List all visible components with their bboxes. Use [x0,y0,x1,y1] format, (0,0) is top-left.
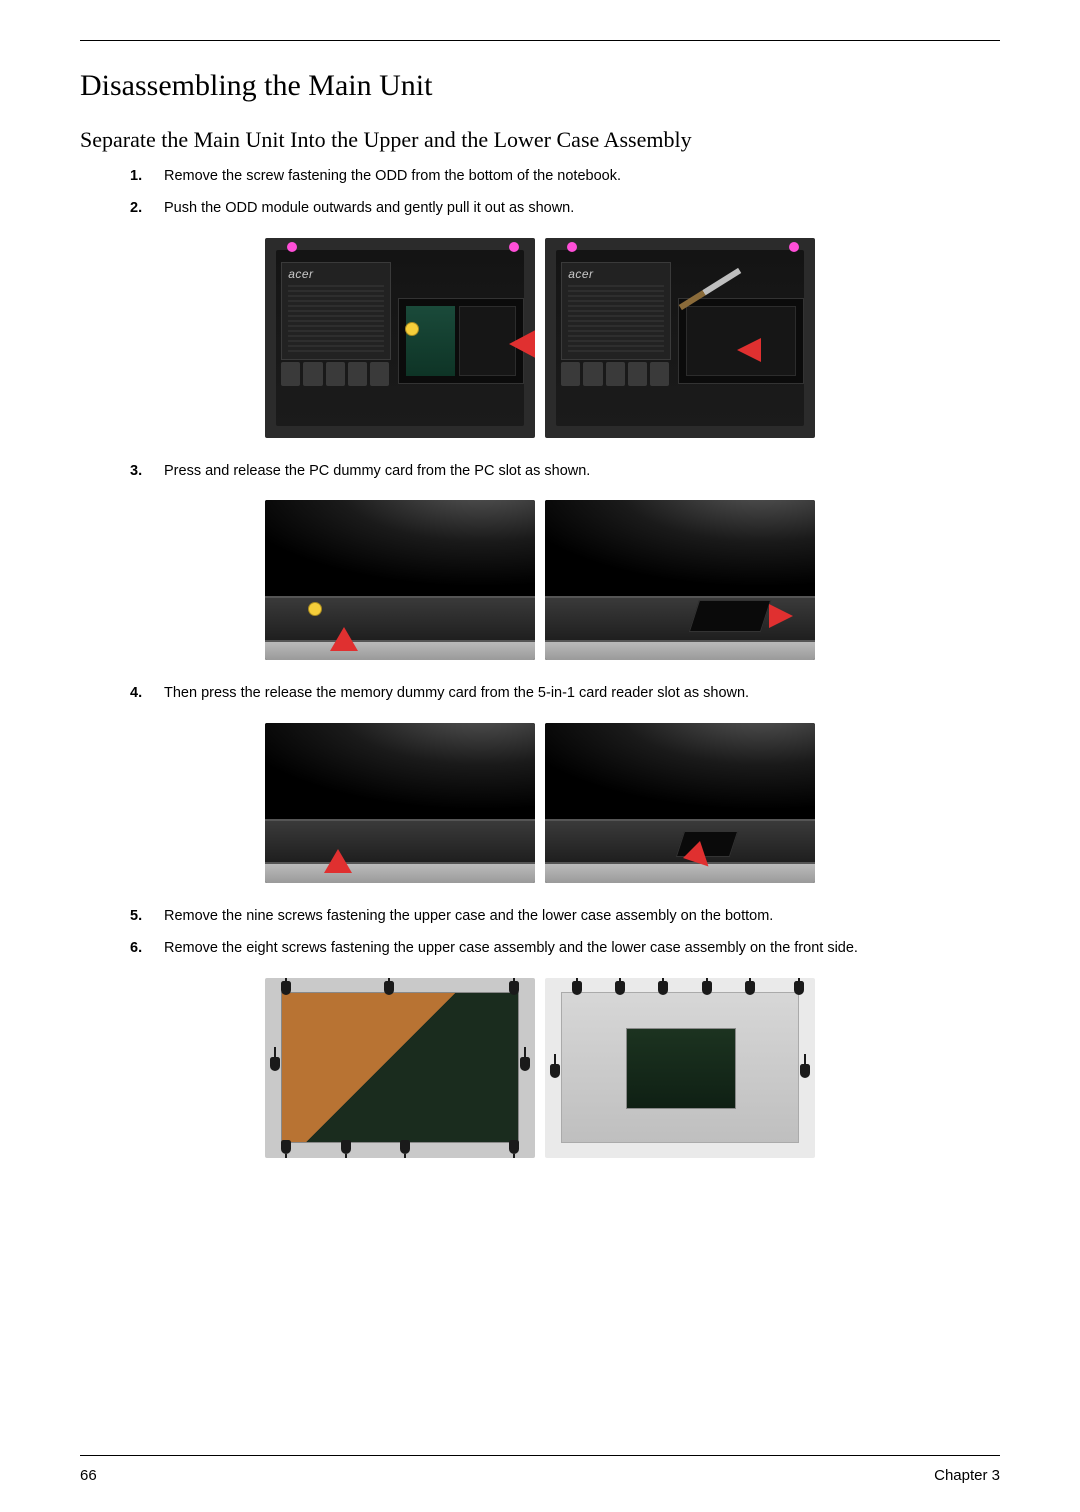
screw-icon [281,981,291,995]
screw-icon [572,981,582,995]
page-footer: 66 Chapter 3 [80,1467,1000,1484]
step-item: Push the ODD module outwards and gently … [130,197,1000,219]
figure-row-screws [80,978,1000,1158]
step-list: Press and release the PC dummy card from… [130,460,1000,482]
screw-icon [509,981,519,995]
step-list: Remove the screw fastening the ODD from … [130,165,1000,220]
red-arrow-icon [330,627,358,651]
screw-icon [615,981,625,995]
figure-odd-left: acer [265,238,535,438]
red-arrow-icon [737,338,761,362]
marker-icon [567,242,577,252]
step-item: Remove the nine screws fastening the upp… [130,905,1000,927]
figure-row-pccard [80,500,1000,660]
marker-icon [789,242,799,252]
figure-bottom-screws [265,978,535,1158]
figure-pccard-left [265,500,535,660]
screw-icon [550,1064,560,1078]
screw-icon [745,981,755,995]
step-list: Remove the nine screws fastening the upp… [130,905,1000,960]
figure-memcard-left [265,723,535,883]
service-manual-page: Disassembling the Main Unit Separate the… [0,0,1080,1512]
step-item: Press and release the PC dummy card from… [130,460,1000,482]
figure-odd-right: acer [545,238,815,438]
screw-icon [384,981,394,995]
figure-row-odd: acer acer [80,238,1000,438]
ejected-card-icon [689,600,771,632]
figure-row-memcard [80,723,1000,883]
brand-label: acer [568,267,593,281]
top-rule [80,40,1000,41]
screw-icon [702,981,712,995]
marker-icon [509,242,519,252]
screw-icon [400,1140,410,1154]
button-callout-icon [308,602,322,616]
red-arrow-icon [769,604,793,628]
marker-icon [287,242,297,252]
figure-front-screws [545,978,815,1158]
bottom-rule [80,1455,1000,1456]
figure-pccard-right [545,500,815,660]
screw-icon [270,1057,280,1071]
step-list: Then press the release the memory dummy … [130,682,1000,704]
screw-icon [341,1140,351,1154]
screw-icon [520,1057,530,1071]
step-item: Then press the release the memory dummy … [130,682,1000,704]
step-item: Remove the screw fastening the ODD from … [130,165,1000,187]
step-item: Remove the eight screws fastening the up… [130,937,1000,959]
chapter-label: Chapter 3 [934,1467,1000,1484]
screw-icon [509,1140,519,1154]
section-subtitle: Separate the Main Unit Into the Upper an… [80,127,1000,153]
red-arrow-icon [324,849,352,873]
brand-label: acer [288,267,313,281]
red-arrow-icon [509,326,535,362]
screw-icon [800,1064,810,1078]
page-title: Disassembling the Main Unit [80,69,1000,103]
figure-memcard-right [545,723,815,883]
screw-icon [794,981,804,995]
page-number: 66 [80,1467,97,1484]
screw-icon [281,1140,291,1154]
